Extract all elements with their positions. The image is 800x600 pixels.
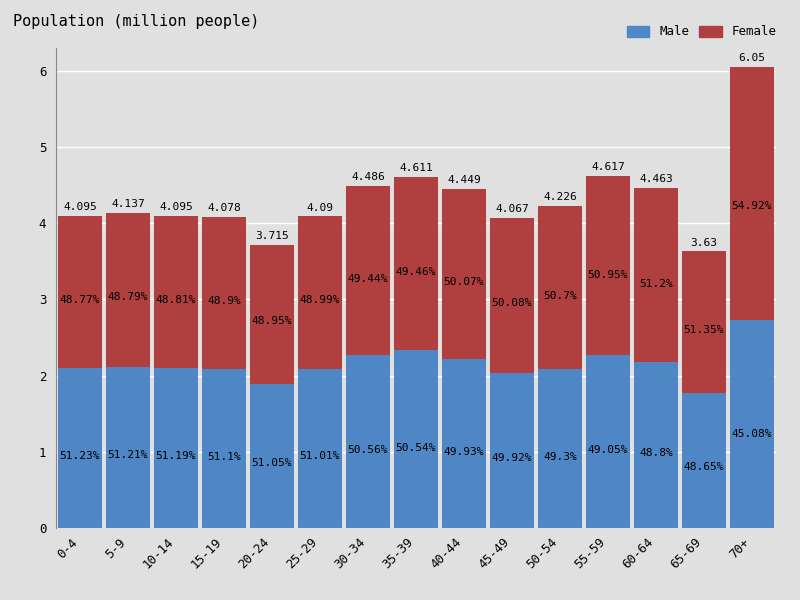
Text: 48.81%: 48.81% (156, 295, 196, 305)
Bar (202, 369, 246, 528)
Bar (394, 350, 438, 528)
Text: 51.35%: 51.35% (684, 325, 724, 335)
Text: 51.19%: 51.19% (156, 451, 196, 461)
Legend: Male, Female: Male, Female (627, 25, 777, 38)
Text: 48.9%: 48.9% (207, 296, 241, 306)
Text: 4.463: 4.463 (639, 174, 673, 184)
Text: 48.8%: 48.8% (639, 448, 673, 458)
Bar (394, 176, 438, 350)
Text: 4.095: 4.095 (159, 202, 193, 212)
Text: 54.92%: 54.92% (732, 201, 772, 211)
Text: 4.095: 4.095 (63, 202, 97, 212)
Bar (154, 368, 198, 528)
Bar (442, 359, 486, 528)
Text: 4.449: 4.449 (447, 175, 481, 185)
Bar (586, 176, 630, 355)
Bar (346, 355, 390, 528)
Bar (682, 394, 726, 528)
Text: 4.617: 4.617 (591, 163, 625, 172)
Text: 51.1%: 51.1% (207, 452, 241, 461)
Text: 4.09: 4.09 (306, 203, 334, 212)
Text: 4.067: 4.067 (495, 205, 529, 214)
Bar (250, 383, 294, 528)
Bar (346, 186, 390, 355)
Text: 48.99%: 48.99% (300, 295, 340, 305)
Text: 49.46%: 49.46% (396, 267, 436, 277)
Bar (490, 218, 534, 373)
Bar (106, 213, 150, 367)
Text: 51.2%: 51.2% (639, 279, 673, 289)
Text: 4.486: 4.486 (351, 172, 385, 182)
Bar (634, 188, 678, 362)
Text: 49.93%: 49.93% (444, 447, 484, 457)
Text: 50.07%: 50.07% (444, 277, 484, 287)
Text: 50.56%: 50.56% (348, 445, 388, 455)
Text: 6.05: 6.05 (738, 53, 766, 63)
Text: 3.63: 3.63 (690, 238, 718, 248)
Text: 48.95%: 48.95% (252, 316, 292, 326)
Text: 4.226: 4.226 (543, 192, 577, 202)
Text: 49.92%: 49.92% (492, 454, 532, 463)
Text: 3.715: 3.715 (255, 231, 289, 241)
Text: 51.05%: 51.05% (252, 458, 292, 468)
Text: 4.137: 4.137 (111, 199, 145, 209)
Text: Population (million people): Population (million people) (13, 14, 259, 29)
Text: 4.078: 4.078 (207, 203, 241, 214)
Bar (538, 369, 582, 528)
Bar (682, 251, 726, 394)
Bar (298, 369, 342, 528)
Bar (490, 373, 534, 528)
Bar (634, 362, 678, 528)
Bar (586, 355, 630, 528)
Text: 50.7%: 50.7% (543, 291, 577, 301)
Bar (442, 189, 486, 359)
Text: 49.3%: 49.3% (543, 452, 577, 461)
Bar (58, 368, 102, 528)
Bar (730, 320, 774, 528)
Bar (250, 245, 294, 383)
Text: 48.77%: 48.77% (60, 295, 100, 305)
Text: 49.05%: 49.05% (588, 445, 628, 455)
Text: 45.08%: 45.08% (732, 430, 772, 439)
Bar (106, 367, 150, 528)
Bar (58, 216, 102, 368)
Bar (298, 217, 342, 369)
Text: 50.08%: 50.08% (492, 298, 532, 308)
Text: 48.79%: 48.79% (108, 292, 148, 302)
Bar (538, 206, 582, 369)
Text: 50.95%: 50.95% (588, 270, 628, 280)
Bar (730, 67, 774, 320)
Text: 48.65%: 48.65% (684, 463, 724, 472)
Bar (154, 216, 198, 368)
Text: 51.21%: 51.21% (108, 451, 148, 460)
Bar (202, 217, 246, 369)
Text: 51.01%: 51.01% (300, 451, 340, 461)
Text: 50.54%: 50.54% (396, 443, 436, 453)
Text: 51.23%: 51.23% (60, 451, 100, 461)
Text: 4.611: 4.611 (399, 163, 433, 173)
Text: 49.44%: 49.44% (348, 274, 388, 284)
